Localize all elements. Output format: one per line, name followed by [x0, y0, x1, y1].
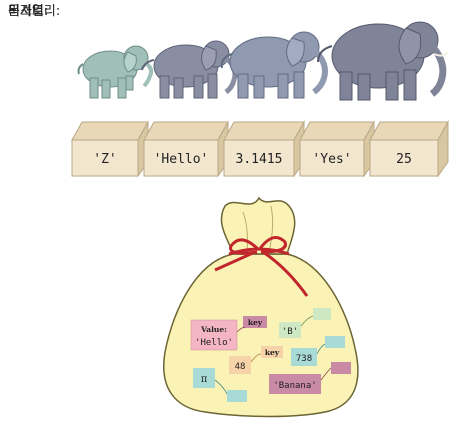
elephant-4-icon [317, 21, 449, 101]
string-label: 문자열: [8, 4, 49, 19]
tag-value-caption: Value: [200, 325, 227, 334]
elephant-2-icon [141, 40, 238, 99]
tag-empty-teal [325, 336, 345, 348]
list-item-2: 'Hello' [154, 152, 209, 167]
tag-key-b-text: 'B' [282, 327, 298, 337]
tag-empty-teal-2 [227, 390, 247, 402]
elephant-3-icon [220, 31, 328, 99]
list-box-1: 'Z' [71, 120, 149, 178]
tag-value-banana: 'Banana' [269, 374, 321, 394]
tag-pi-text: π [201, 374, 208, 385]
tag-empty-mauve [331, 362, 351, 374]
tag-value-hello: Value: 'Hello' [190, 319, 238, 351]
tag-banana-text: 'Banana' [273, 381, 316, 391]
elephant-1-icon [77, 45, 154, 99]
tag-value-738: 738 [291, 348, 317, 366]
bag-tie [214, 236, 309, 297]
tag-key-1: key [243, 316, 267, 328]
tag-key-2: key [261, 346, 283, 358]
tag-empty-green [313, 308, 331, 320]
list-label: 리스트: [8, 4, 49, 19]
list-boxes: 'Z' 'Hello' 3.1415 'Yes' 25 [71, 120, 449, 178]
tag-738-text: 738 [296, 354, 312, 364]
list-item-4: 'Yes' [312, 152, 351, 167]
string-elephants-illustration [77, 21, 449, 101]
tag-key-b: 'B' [279, 322, 301, 338]
tag-hello-text: 'Hello' [195, 338, 233, 348]
list-item-3: 3.1415 [236, 152, 283, 167]
tag-value-48: 48 [229, 356, 251, 374]
dictionary-bag-illustration: Value: 'Hello' key 'B' key 48 738 π 'Ban… [163, 196, 359, 418]
tag-value-pi: π [193, 368, 215, 388]
tag-key-2-text: key [265, 348, 280, 357]
list-box-5: 25 [369, 120, 449, 178]
list-box-3: 3.1415 [223, 120, 305, 178]
tag-48-text: 48 [235, 362, 246, 372]
tag-key-1-text: key [248, 318, 263, 327]
list-item-5: 25 [396, 152, 412, 167]
list-box-4: 'Yes' [299, 120, 375, 178]
list-item-1: 'Z' [93, 152, 116, 167]
dictionary-label: 딕셔너리: [8, 4, 61, 19]
list-box-2: 'Hello' [143, 120, 229, 178]
